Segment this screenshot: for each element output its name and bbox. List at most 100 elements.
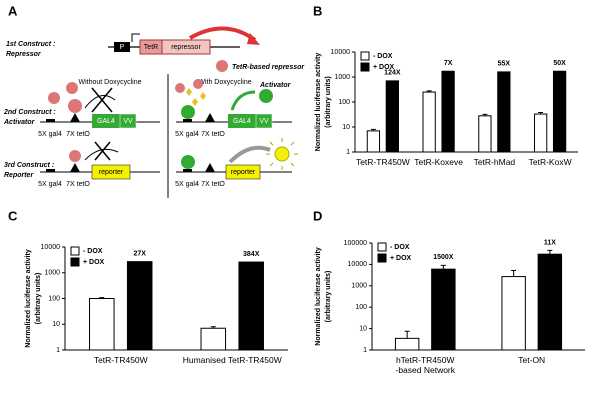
bar bbox=[126, 261, 153, 351]
legend-label: + DOX bbox=[83, 259, 105, 266]
bar bbox=[385, 80, 399, 153]
bar bbox=[238, 261, 264, 351]
repressor-protein bbox=[69, 150, 81, 162]
legend-swatch bbox=[377, 242, 387, 252]
panel-label: A bbox=[8, 3, 18, 18]
reporter-label: reporter bbox=[99, 169, 124, 176]
cross bbox=[91, 87, 113, 113]
condition-title: Without Doxycycline bbox=[78, 79, 141, 86]
y-tick-label: 1 bbox=[363, 347, 367, 354]
repressor-protein bbox=[68, 99, 82, 113]
gal4-box bbox=[92, 114, 120, 128]
bar bbox=[200, 327, 227, 351]
error-bar bbox=[426, 90, 432, 93]
y-tick-label: 1000 bbox=[351, 283, 367, 290]
construct-label: 1st Construct : bbox=[6, 41, 55, 48]
tetr-label: TetR bbox=[144, 44, 158, 51]
x-tick-label: TetR-Koxeve bbox=[414, 157, 463, 167]
legend-swatch bbox=[360, 51, 370, 61]
construct-label: 3rd Construct : bbox=[4, 162, 54, 169]
repressor-protein bbox=[193, 79, 203, 89]
legend-label: + DOX bbox=[390, 255, 412, 262]
tss-arrow bbox=[131, 33, 140, 42]
y-tick-label: 10000 bbox=[348, 261, 368, 268]
annotation: 384X bbox=[243, 251, 260, 258]
y-axis-label: (arbitrary units) bbox=[325, 76, 332, 128]
vv-label: VV bbox=[123, 118, 133, 125]
annotation: 11X bbox=[544, 239, 556, 246]
panel-label: B bbox=[313, 3, 322, 18]
legend-label: + DOX bbox=[373, 64, 395, 71]
site-label: 5X gal4 bbox=[38, 181, 62, 188]
error-bar bbox=[210, 326, 216, 329]
y-tick-label: 100000 bbox=[344, 240, 367, 247]
repressor-box bbox=[161, 39, 211, 55]
light-rays bbox=[266, 138, 298, 170]
legend-label: - DOX bbox=[83, 248, 103, 255]
gal4-site bbox=[183, 119, 192, 122]
y-axis-label: Normalized luciferase activity bbox=[315, 247, 322, 346]
repressor-protein bbox=[216, 60, 228, 72]
x-tick-label: Tet-ON bbox=[518, 355, 546, 365]
y-axis-label: (arbitrary units) bbox=[35, 273, 42, 325]
y-axis-label: Normalized luciferase activity bbox=[25, 249, 32, 348]
cross bbox=[94, 141, 111, 161]
y-tick-label: 10000 bbox=[41, 244, 61, 251]
site-label: 7X tetO bbox=[201, 131, 225, 138]
bar bbox=[441, 70, 455, 153]
activator-protein bbox=[259, 89, 273, 103]
gal4-box-label: GAL4 bbox=[97, 118, 115, 125]
gal4-box-label: GAL4 bbox=[233, 118, 251, 125]
bar bbox=[89, 298, 115, 351]
error-bar bbox=[511, 269, 517, 277]
teto-site bbox=[70, 163, 80, 172]
annotation: 50X bbox=[553, 60, 566, 67]
reporter-label: reporter bbox=[231, 169, 256, 176]
bar bbox=[552, 70, 567, 153]
y-tick-label: 10 bbox=[359, 325, 367, 332]
bar bbox=[537, 253, 563, 351]
reporter-box bbox=[91, 164, 131, 180]
error-bar bbox=[99, 297, 105, 299]
teto-site bbox=[205, 113, 215, 122]
bar bbox=[422, 91, 436, 153]
repressor-label: repressor bbox=[171, 44, 201, 51]
construct-label: 2nd Construct : bbox=[3, 109, 56, 116]
teto-site bbox=[70, 113, 80, 122]
repressor-protein bbox=[48, 92, 60, 104]
expression-arrow bbox=[189, 26, 257, 42]
y-tick-label: 100 bbox=[355, 304, 367, 311]
vv-box bbox=[119, 113, 137, 129]
y-tick-label: 100 bbox=[338, 99, 350, 106]
legend-label: - DOX bbox=[390, 244, 410, 251]
y-tick-label: 10 bbox=[342, 124, 350, 131]
gal4-site bbox=[183, 169, 192, 172]
x-tick-label: TetR-TR450W bbox=[93, 355, 148, 365]
site-label: 7X tetO bbox=[201, 181, 225, 188]
teto-site bbox=[205, 163, 215, 172]
y-tick-label: 1000 bbox=[44, 270, 60, 277]
activator-protein bbox=[181, 105, 195, 119]
construct-label: Repressor bbox=[6, 51, 42, 58]
x-tick-label: TetR-hMad bbox=[473, 157, 516, 167]
repressor-protein bbox=[175, 83, 185, 93]
site-label: 7X tetO bbox=[66, 181, 90, 188]
x-tick-label: Humanised TetR-TR450W bbox=[182, 355, 282, 365]
site-label: 5X gal4 bbox=[38, 131, 62, 138]
site-label: 5X gal4 bbox=[175, 181, 199, 188]
bar bbox=[366, 130, 381, 153]
legend-label: - DOX bbox=[373, 53, 393, 60]
error-bar bbox=[370, 128, 376, 131]
error-bar bbox=[482, 113, 488, 116]
x-tick-label: TetR-TR450W bbox=[355, 157, 410, 167]
blocked-arrow bbox=[84, 95, 116, 109]
repressor-protein bbox=[66, 82, 78, 94]
site-label: 7X tetO bbox=[66, 131, 90, 138]
annotation: 1500X bbox=[433, 254, 454, 261]
y-tick-label: 1000 bbox=[334, 74, 350, 81]
reporter-box bbox=[225, 164, 261, 180]
light bbox=[274, 146, 290, 162]
bar bbox=[534, 113, 548, 153]
